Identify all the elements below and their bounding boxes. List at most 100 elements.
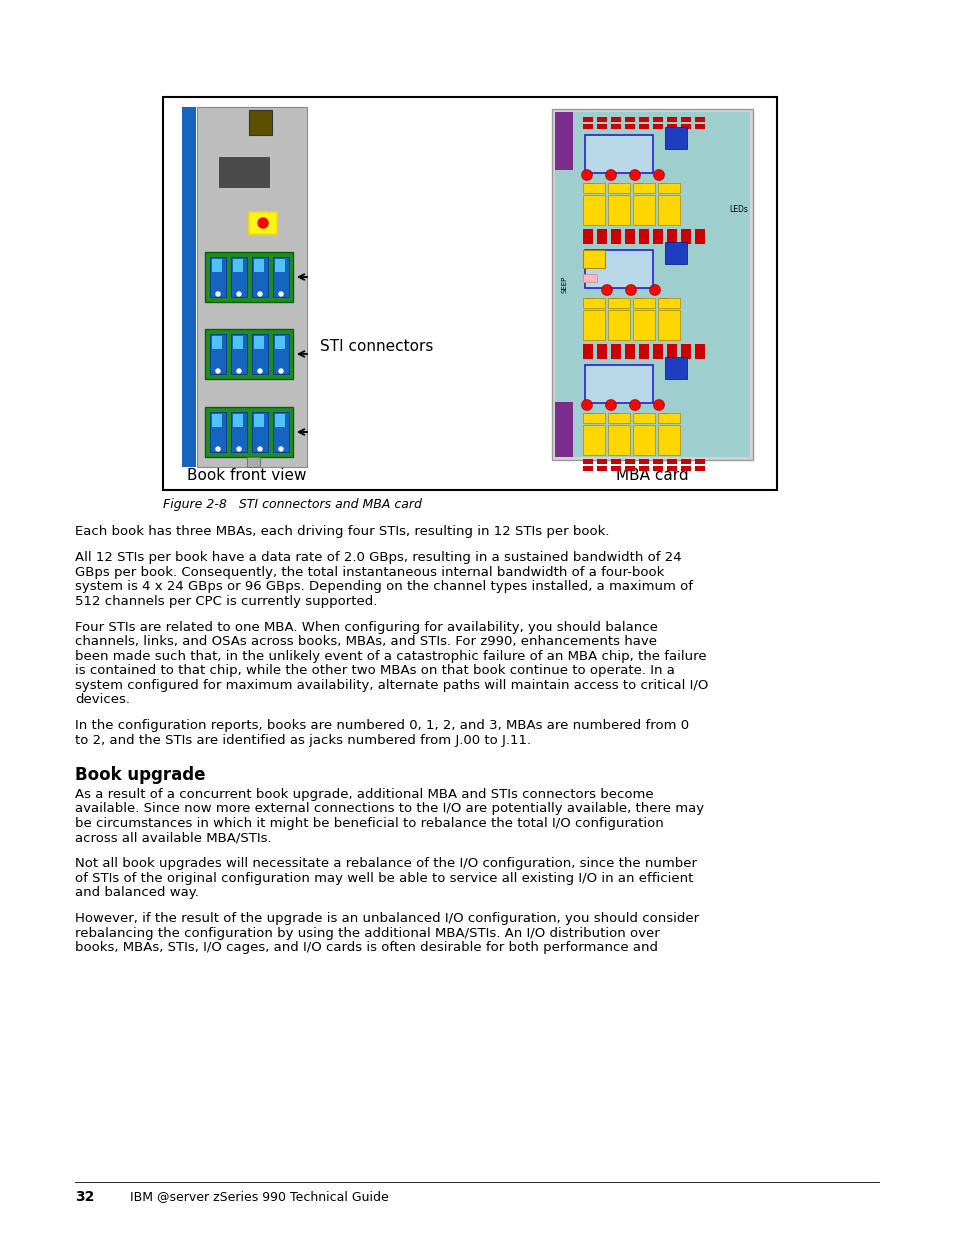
Bar: [210, 257, 226, 296]
Text: As a result of a concurrent book upgrade, additional MBA and STIs connectors bec: As a result of a concurrent book upgrade…: [75, 788, 653, 800]
Text: STI: STI: [635, 183, 644, 188]
Circle shape: [603, 287, 610, 294]
Bar: [231, 257, 247, 296]
Bar: [253, 414, 264, 427]
Bar: [652, 354, 662, 359]
Circle shape: [257, 291, 262, 296]
Text: STI: STI: [609, 298, 619, 303]
Text: Book front view: Book front view: [187, 468, 306, 483]
Bar: [639, 466, 648, 471]
Bar: [658, 298, 679, 308]
Bar: [639, 124, 648, 128]
Bar: [639, 345, 648, 350]
Bar: [624, 347, 635, 352]
Text: All 12 STIs per book have a data rate of 2.0 GBps, resulting in a sustained band: All 12 STIs per book have a data rate of…: [75, 551, 680, 564]
Bar: [695, 236, 704, 241]
Bar: [624, 240, 635, 245]
Circle shape: [583, 401, 590, 409]
Bar: [273, 412, 289, 452]
Bar: [582, 195, 604, 225]
Bar: [695, 117, 704, 122]
Bar: [582, 412, 604, 424]
Bar: [639, 117, 648, 122]
Circle shape: [627, 287, 634, 294]
Bar: [658, 310, 679, 340]
Bar: [582, 354, 593, 359]
Text: available. Since now more external connections to the I/O are potentially availa: available. Since now more external conne…: [75, 803, 703, 815]
Bar: [695, 459, 704, 464]
Text: STI: STI: [635, 298, 644, 303]
Bar: [664, 242, 686, 264]
Bar: [597, 228, 606, 233]
Circle shape: [257, 369, 262, 373]
Text: STI: STI: [609, 412, 619, 417]
Bar: [652, 236, 662, 241]
Circle shape: [278, 447, 283, 451]
Bar: [163, 98, 776, 490]
Circle shape: [215, 291, 220, 296]
Circle shape: [607, 401, 614, 409]
Circle shape: [583, 172, 590, 179]
Bar: [680, 236, 690, 241]
Text: 32: 32: [75, 1191, 94, 1204]
Bar: [666, 124, 677, 128]
Bar: [205, 329, 293, 379]
Bar: [624, 228, 635, 233]
Bar: [233, 336, 243, 350]
Text: However, if the result of the upgrade is an unbalanced I/O configuration, you sh: However, if the result of the upgrade is…: [75, 913, 699, 925]
Text: 512 channels per CPC is currently supported.: 512 channels per CPC is currently suppor…: [75, 594, 377, 608]
Text: In the configuration reports, books are numbered 0, 1, 2, and 3, MBAs are number: In the configuration reports, books are …: [75, 719, 688, 732]
Circle shape: [278, 369, 283, 373]
Bar: [680, 351, 690, 356]
Bar: [233, 414, 243, 427]
Text: of STIs of the original configuration may well be able to service all existing I: of STIs of the original configuration ma…: [75, 872, 693, 884]
Bar: [205, 252, 293, 303]
Bar: [695, 347, 704, 352]
Text: STI: STI: [584, 183, 594, 188]
Bar: [652, 351, 662, 356]
Circle shape: [257, 447, 262, 451]
Bar: [582, 347, 593, 352]
Bar: [607, 298, 629, 308]
Bar: [555, 403, 573, 457]
Bar: [233, 259, 243, 272]
Text: and balanced way.: and balanced way.: [75, 887, 198, 899]
Bar: [610, 228, 620, 233]
Bar: [610, 345, 620, 350]
Text: SEEP: SEEP: [561, 275, 567, 293]
Circle shape: [215, 369, 220, 373]
Bar: [219, 157, 269, 186]
Bar: [633, 425, 655, 454]
Circle shape: [655, 172, 661, 179]
Circle shape: [631, 172, 638, 179]
Bar: [252, 412, 268, 452]
Circle shape: [655, 401, 661, 409]
Bar: [597, 236, 606, 241]
Text: Not all book upgrades will necessitate a rebalance of the I/O configuration, sin: Not all book upgrades will necessitate a…: [75, 857, 697, 871]
Bar: [680, 345, 690, 350]
Bar: [695, 240, 704, 245]
Bar: [633, 195, 655, 225]
Bar: [633, 183, 655, 193]
Bar: [582, 425, 604, 454]
Bar: [253, 259, 264, 272]
Text: MBA card: MBA card: [615, 468, 688, 483]
Bar: [582, 236, 593, 241]
Bar: [610, 466, 620, 471]
Bar: [555, 112, 749, 457]
Bar: [582, 228, 593, 233]
Text: Four STIs are related to one MBA. When configuring for availability, you should : Four STIs are related to one MBA. When c…: [75, 621, 658, 634]
Text: FGA: FGA: [584, 251, 599, 261]
Bar: [252, 333, 268, 374]
Bar: [212, 259, 222, 272]
Text: MBA: MBA: [606, 254, 631, 264]
Bar: [212, 414, 222, 427]
Bar: [658, 425, 679, 454]
Text: STI connectors: STI connectors: [319, 338, 433, 354]
Bar: [624, 351, 635, 356]
Bar: [249, 212, 276, 233]
Bar: [552, 109, 752, 459]
Bar: [680, 124, 690, 128]
Bar: [666, 347, 677, 352]
Bar: [666, 236, 677, 241]
